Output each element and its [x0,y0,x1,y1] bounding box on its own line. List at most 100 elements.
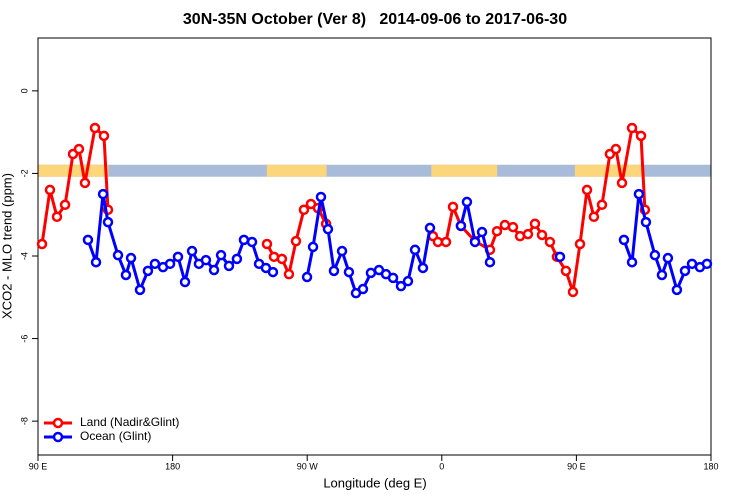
data-point [44,184,56,196]
data-point [581,184,593,196]
data-point [469,236,481,248]
legend-label: Ocean (Glint) [80,429,151,443]
data-point [554,251,566,263]
data-point [215,249,227,261]
data-point [328,265,340,277]
data-point [529,218,541,230]
data-point [97,188,109,200]
data-point [507,221,519,233]
data-point [484,256,496,268]
data-point [315,191,327,203]
y-tick-label: -4 [19,252,29,260]
data-point [560,265,572,277]
data-point [417,262,429,274]
data-point [610,143,622,155]
data-point [267,266,279,278]
data-point [336,245,348,257]
data-point [238,234,250,246]
data-point [424,222,436,234]
data-point [343,266,355,278]
data-point [626,256,638,268]
series-line [86,192,708,295]
data-point [522,228,534,240]
land-band [266,164,327,177]
data-point [447,201,459,213]
data-point [536,229,548,241]
data-point [432,236,444,248]
y-axis-label: XCO2 - MLO trend (ppm) [0,173,14,319]
data-point [357,283,369,295]
data-point [307,241,319,253]
data-point [618,234,630,246]
data-point [276,253,288,265]
data-point [476,226,488,238]
data-point [499,219,511,231]
data-point [120,269,132,281]
data-point [656,269,668,281]
data-point [290,235,302,247]
plot-frame [37,37,712,456]
land-band [431,164,498,177]
data-point [440,236,452,248]
data-point [679,265,691,277]
y-tick-label: 0 [19,88,29,93]
data-point [125,252,137,264]
data-point [200,254,212,266]
legend-label: Land (Nadir&Glint) [80,415,179,429]
chart-title: 30N-35N October (Ver 8) 2014-09-06 to 20… [183,11,567,28]
data-point [588,211,600,223]
y-tick-label: -6 [19,335,29,343]
y-tick-label: -2 [19,169,29,177]
data-point [231,253,243,265]
x-axis-label: Longitude (deg E) [323,475,426,490]
data-point [223,260,235,272]
land-band [38,164,109,177]
x-tick-label: 0 [439,461,444,471]
y-tick-label: -8 [19,417,29,425]
data-point [73,143,85,155]
data-point [172,251,184,263]
x-tick-label: 90 E [29,461,48,471]
data-point [261,238,273,250]
data-point [298,204,310,216]
data-point [596,199,608,211]
data-point [36,238,48,250]
data-point [112,249,124,261]
data-point [179,276,191,288]
data-point [134,284,146,296]
data-point [149,258,161,270]
data-point [544,236,556,248]
data-point [409,244,421,256]
data-point [142,265,154,277]
data-point [102,216,114,228]
data-point [402,275,414,287]
data-point [246,236,258,248]
data-point [626,122,638,134]
data-point [491,225,503,237]
data-point [186,245,198,257]
data-point [635,130,647,142]
x-tick-label: 180 [165,461,180,471]
data-point [82,234,94,246]
data-point [649,249,661,261]
data-point [365,267,377,279]
data-point [567,286,579,298]
legend-marker [52,431,64,443]
data-point [89,122,101,134]
data-point [301,271,313,283]
data-point [701,258,713,270]
data-point [59,199,71,211]
data-point [616,177,628,189]
data-point [79,177,91,189]
data-point [283,268,295,280]
data-point [461,196,473,208]
data-point [633,188,645,200]
data-point [671,284,683,296]
data-point [322,223,334,235]
x-tick-label: 90 W [297,461,319,471]
data-point [208,264,220,276]
data-point [387,272,399,284]
x-tick-label: 90 E [567,461,586,471]
data-point [98,130,110,142]
